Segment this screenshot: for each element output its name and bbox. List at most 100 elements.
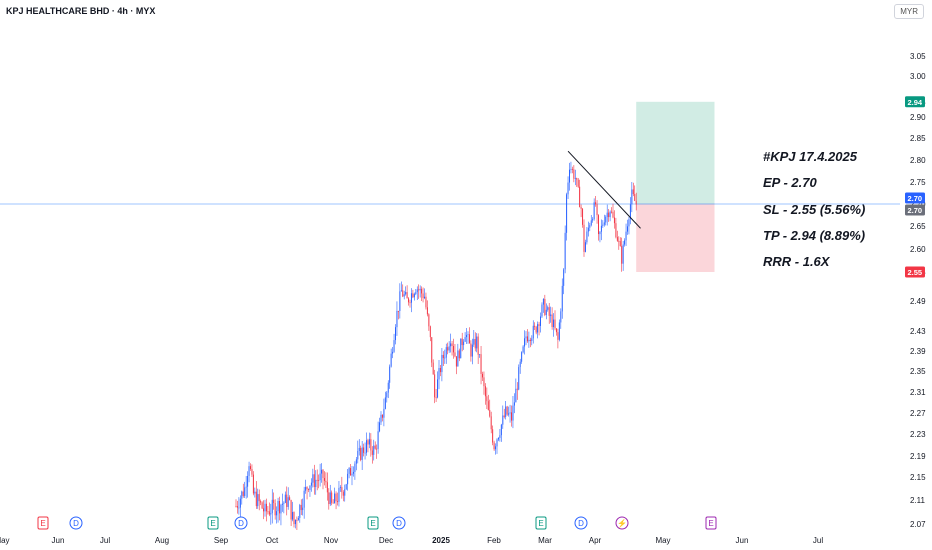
event-marker-label: D (238, 519, 244, 528)
candle-body (509, 412, 511, 414)
candle-body (586, 231, 588, 243)
candle-body (558, 322, 560, 340)
candle-body (350, 468, 352, 476)
candle-body (255, 491, 257, 507)
candle-body (322, 469, 324, 479)
candle-body (447, 347, 449, 351)
candle-body (421, 288, 423, 294)
candle-body (389, 366, 391, 383)
event-marker-label: E (210, 519, 215, 528)
price-tag-label: 2.55 (908, 268, 923, 277)
candle-body (464, 337, 466, 342)
candle-body (286, 494, 288, 507)
candle-body (403, 294, 405, 297)
candle-body (634, 194, 636, 201)
trade-annotation: #KPJ 17.4.2025 (763, 149, 858, 164)
x-axis-label: Apr (589, 536, 602, 545)
currency-button[interactable]: MYR (894, 4, 924, 19)
candle-body (313, 474, 315, 488)
candle-body (312, 474, 314, 483)
dividend-marker-icon (69, 516, 83, 530)
candle-body (445, 347, 447, 358)
candle-body (310, 482, 312, 486)
candle-body (384, 397, 386, 409)
price-tag-label: 2.70 (908, 206, 923, 215)
candle-body (292, 512, 294, 520)
trade-annotation: EP - 2.70 (763, 175, 817, 190)
y-axis-tick-label: 2.23 (910, 430, 926, 439)
candle-body (254, 491, 256, 494)
trendline (567, 150, 641, 229)
candle-body (242, 491, 244, 496)
candle-body (328, 492, 330, 505)
candle-body (422, 293, 424, 299)
candle-body (355, 459, 357, 464)
candle-body (515, 388, 517, 403)
candle-body (596, 204, 598, 216)
x-axis-label: Feb (487, 536, 501, 545)
candle-body (419, 288, 421, 291)
x-axis-label: 2025 (432, 536, 450, 545)
candle-body (241, 491, 243, 499)
candle-body (296, 520, 298, 521)
candle-body (437, 379, 439, 398)
candle-body (479, 354, 481, 356)
candle-body (273, 499, 275, 504)
candle-body (455, 356, 457, 367)
candle-body (402, 290, 404, 297)
candle-body (363, 447, 365, 453)
candle-body (490, 416, 492, 430)
candle-body (608, 212, 610, 218)
candle-body (508, 413, 510, 415)
candle-body (454, 352, 456, 357)
candle-body (383, 408, 385, 418)
candle-body (635, 200, 637, 205)
candle-body (331, 492, 333, 503)
candle-body (474, 338, 476, 349)
candle-body (618, 240, 620, 242)
candle-body (268, 511, 270, 515)
candle-body (624, 240, 626, 245)
candle-body (569, 169, 570, 183)
candle-body (579, 186, 581, 208)
candle-body (270, 513, 272, 515)
candle-body (524, 338, 526, 347)
candle-body (600, 225, 602, 232)
candle-body (319, 473, 321, 481)
candle-body (458, 350, 460, 359)
y-axis-tick-label: 2.35 (910, 367, 926, 376)
candle-body (368, 439, 370, 445)
candle-body (561, 285, 563, 312)
y-axis-tick-label: 2.27 (910, 409, 926, 418)
candle-body (303, 490, 305, 508)
candle-body (393, 340, 395, 352)
candle-body (267, 511, 269, 513)
y-axis-tick-label: 2.65 (910, 222, 926, 231)
price-tag-2-70 (905, 204, 925, 216)
candle-body (300, 504, 302, 511)
y-axis-tick-label: 2.19 (910, 452, 926, 461)
candle-body (265, 503, 267, 512)
candle-body (468, 334, 470, 344)
candle-body (577, 179, 579, 187)
candle-body (450, 343, 452, 347)
candle-body (587, 227, 589, 232)
candle-body (444, 357, 446, 359)
candle-body (428, 314, 430, 327)
y-axis-tick-label: 2.31 (910, 388, 926, 397)
candle-body (535, 327, 537, 333)
candle-body (551, 314, 553, 328)
candle-body (309, 485, 311, 490)
candle-body (339, 487, 341, 488)
candle-body (567, 182, 569, 195)
event-marker-label: E (370, 519, 375, 528)
candle-body (354, 463, 356, 472)
candle-body (548, 307, 550, 316)
candle-body (257, 494, 259, 507)
candle-body (264, 503, 266, 512)
y-axis-tick-label: 2.11 (910, 496, 926, 505)
candle-body (261, 502, 263, 509)
candle-body (625, 231, 627, 241)
candle-body (247, 475, 249, 487)
